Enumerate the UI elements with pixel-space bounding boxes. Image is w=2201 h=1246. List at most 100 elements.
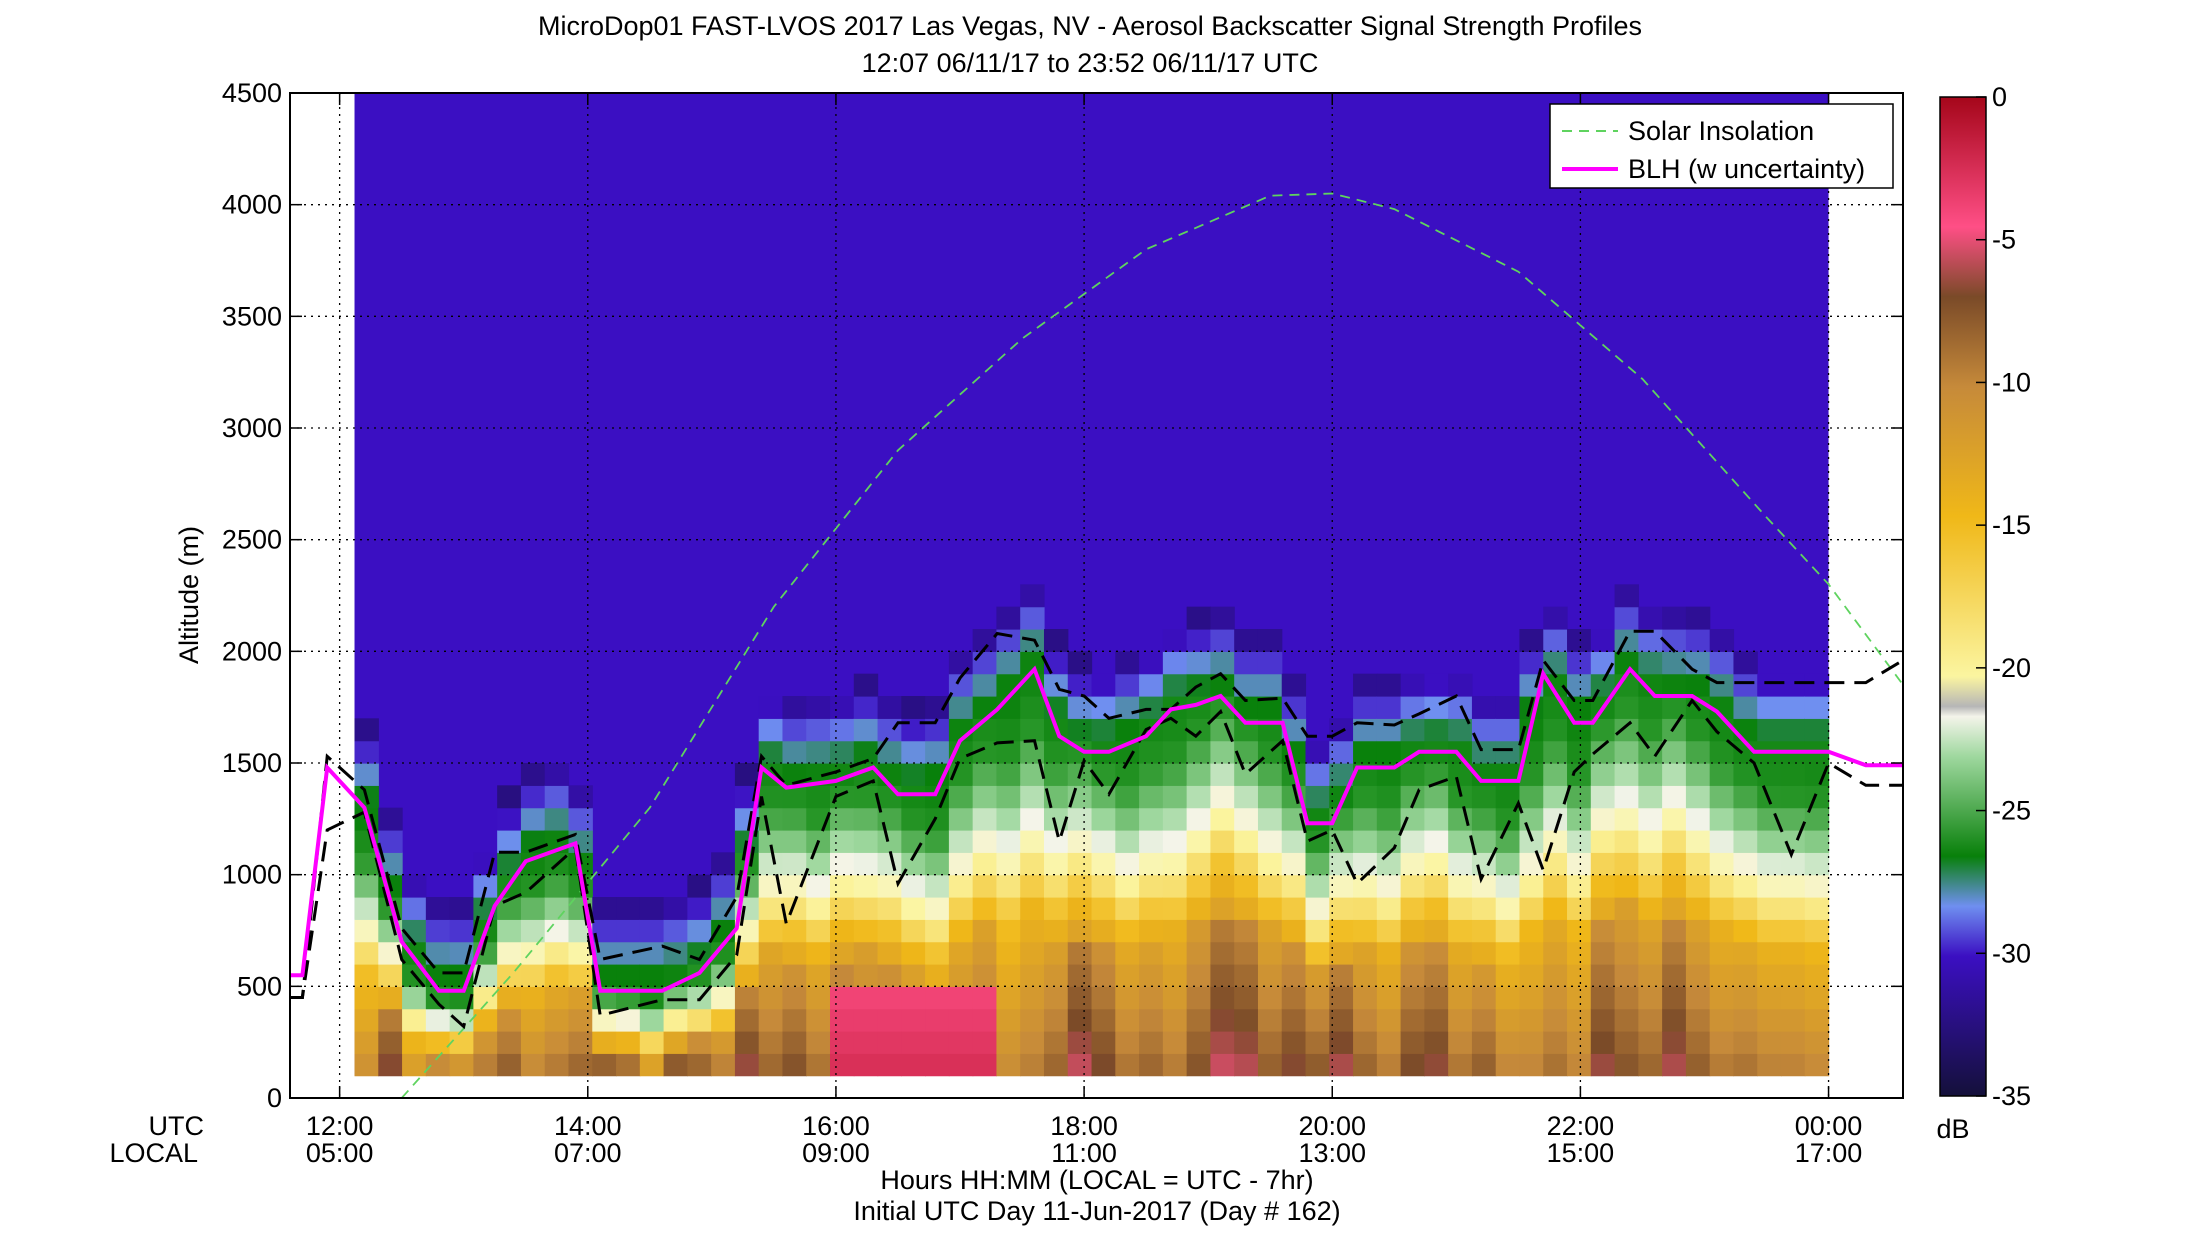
heatmap-cell [972, 897, 998, 920]
heatmap-cell [1733, 897, 1758, 920]
heatmap-cell [1567, 964, 1592, 987]
heatmap-cell [782, 1008, 807, 1032]
heatmap-cell [1020, 785, 1045, 809]
heatmap-cell [758, 696, 784, 719]
heatmap-cell [1590, 941, 1616, 965]
heatmap-cell [1804, 941, 1830, 965]
heatmap-cell [1733, 986, 1758, 1010]
heatmap-cell [354, 1031, 379, 1054]
heatmap-cell [1329, 941, 1354, 965]
heatmap-cell [877, 964, 902, 987]
heatmap-cell [1020, 1053, 1045, 1077]
heatmap-cell [1234, 919, 1259, 943]
heatmap-cell [1186, 740, 1212, 764]
heatmap-cell [948, 673, 974, 697]
heatmap-cell [1091, 1053, 1116, 1077]
heatmap-cell [877, 874, 902, 898]
heatmap-cell [1781, 696, 1806, 719]
heatmap-cell [1281, 1053, 1307, 1077]
heatmap-cell [1257, 785, 1283, 809]
heatmap-cell [544, 941, 570, 965]
heatmap-cell [853, 1053, 879, 1077]
heatmap-cell [1662, 763, 1687, 786]
blh-lower-uncertainty-line [290, 697, 1903, 1030]
heatmap-cell [1495, 897, 1521, 920]
x-tick-label-local: 11:00 [1051, 1138, 1117, 1168]
heatmap-cell [1543, 964, 1568, 987]
heatmap-cell [1733, 852, 1758, 876]
x-tick-label-local: 09:00 [802, 1138, 870, 1168]
heatmap-cell [1329, 986, 1354, 1010]
heatmap-cell [734, 1008, 760, 1032]
heatmap-cell [901, 874, 926, 898]
heatmap-cell [830, 696, 855, 719]
heatmap-cell [1400, 852, 1425, 876]
heatmap-cell [1210, 740, 1235, 764]
heatmap-cell [544, 964, 570, 987]
heatmap-cell [1020, 964, 1045, 987]
heatmap-cell [1257, 1031, 1283, 1054]
heatmap-cell [1210, 785, 1235, 809]
heatmap-cell [1210, 1053, 1235, 1077]
heatmap-cell [734, 785, 760, 809]
heatmap-cell [853, 964, 879, 987]
heatmap-cell [782, 830, 807, 853]
heatmap-cell [616, 1031, 641, 1054]
heatmap-cell [925, 897, 950, 920]
colorbar-label: dB [1936, 1114, 1969, 1144]
heatmap-cell [925, 986, 950, 1010]
heatmap-cell [1495, 696, 1521, 719]
heatmap-cell [1020, 897, 1045, 920]
heatmap-cell [1210, 897, 1235, 920]
heatmap-cell [1091, 718, 1116, 742]
heatmap-cell [1471, 740, 1497, 764]
heatmap-cell [830, 1008, 855, 1032]
heatmap-cell [948, 696, 974, 719]
heatmap-cell [1305, 763, 1330, 786]
heatmap-cell [901, 807, 926, 831]
colorbar-tick-label: -5 [1992, 225, 2016, 255]
heatmap-cell [1257, 1008, 1283, 1032]
heatmap-cell [1210, 1031, 1235, 1054]
heatmap-cell [972, 964, 998, 987]
heatmap-cell [1043, 986, 1069, 1010]
heatmap-cell [1757, 964, 1782, 987]
heatmap-cell [1543, 718, 1568, 742]
heatmap-cell [1685, 852, 1711, 876]
y-tick-label: 0 [267, 1083, 282, 1113]
heatmap-cell [1376, 673, 1402, 697]
heatmap-cell [1638, 830, 1663, 853]
heatmap-cell [853, 696, 879, 719]
heatmap-cell [1733, 1031, 1758, 1054]
heatmap-cell [925, 964, 950, 987]
heatmap-cell [425, 1008, 451, 1032]
heatmap-cell [1638, 763, 1663, 786]
heatmap-cell [1400, 874, 1425, 898]
heatmap-cell [616, 941, 641, 965]
colorbar-tick-label: -25 [1992, 796, 2031, 826]
heatmap-cell [853, 941, 879, 965]
heatmap-cell [1020, 830, 1045, 853]
heatmap-cell [1685, 964, 1711, 987]
heatmap-cell [568, 1008, 593, 1032]
heatmap-cell [1709, 673, 1735, 697]
heatmap-cell [925, 830, 950, 853]
heatmap-cell [830, 830, 855, 853]
heatmap-cell [1020, 584, 1045, 608]
heatmap-cell [758, 919, 784, 943]
heatmap-cell [948, 1031, 974, 1054]
heatmap-cell [1115, 718, 1140, 742]
y-tick-label: 1500 [222, 748, 282, 778]
heatmap-cell [520, 785, 546, 809]
heatmap-cell [1257, 651, 1283, 675]
heatmap-cell [734, 986, 760, 1010]
heatmap-cell [1590, 874, 1616, 898]
heatmap-cell [1091, 874, 1116, 898]
heatmap-cell [1020, 696, 1045, 719]
heatmap-cell [1115, 964, 1140, 987]
heatmap-cell [1804, 673, 1830, 697]
heatmap-cell [544, 897, 570, 920]
heatmap-cell [1210, 763, 1235, 786]
heatmap-cell [1162, 874, 1188, 898]
heatmap-cell [1210, 852, 1235, 876]
